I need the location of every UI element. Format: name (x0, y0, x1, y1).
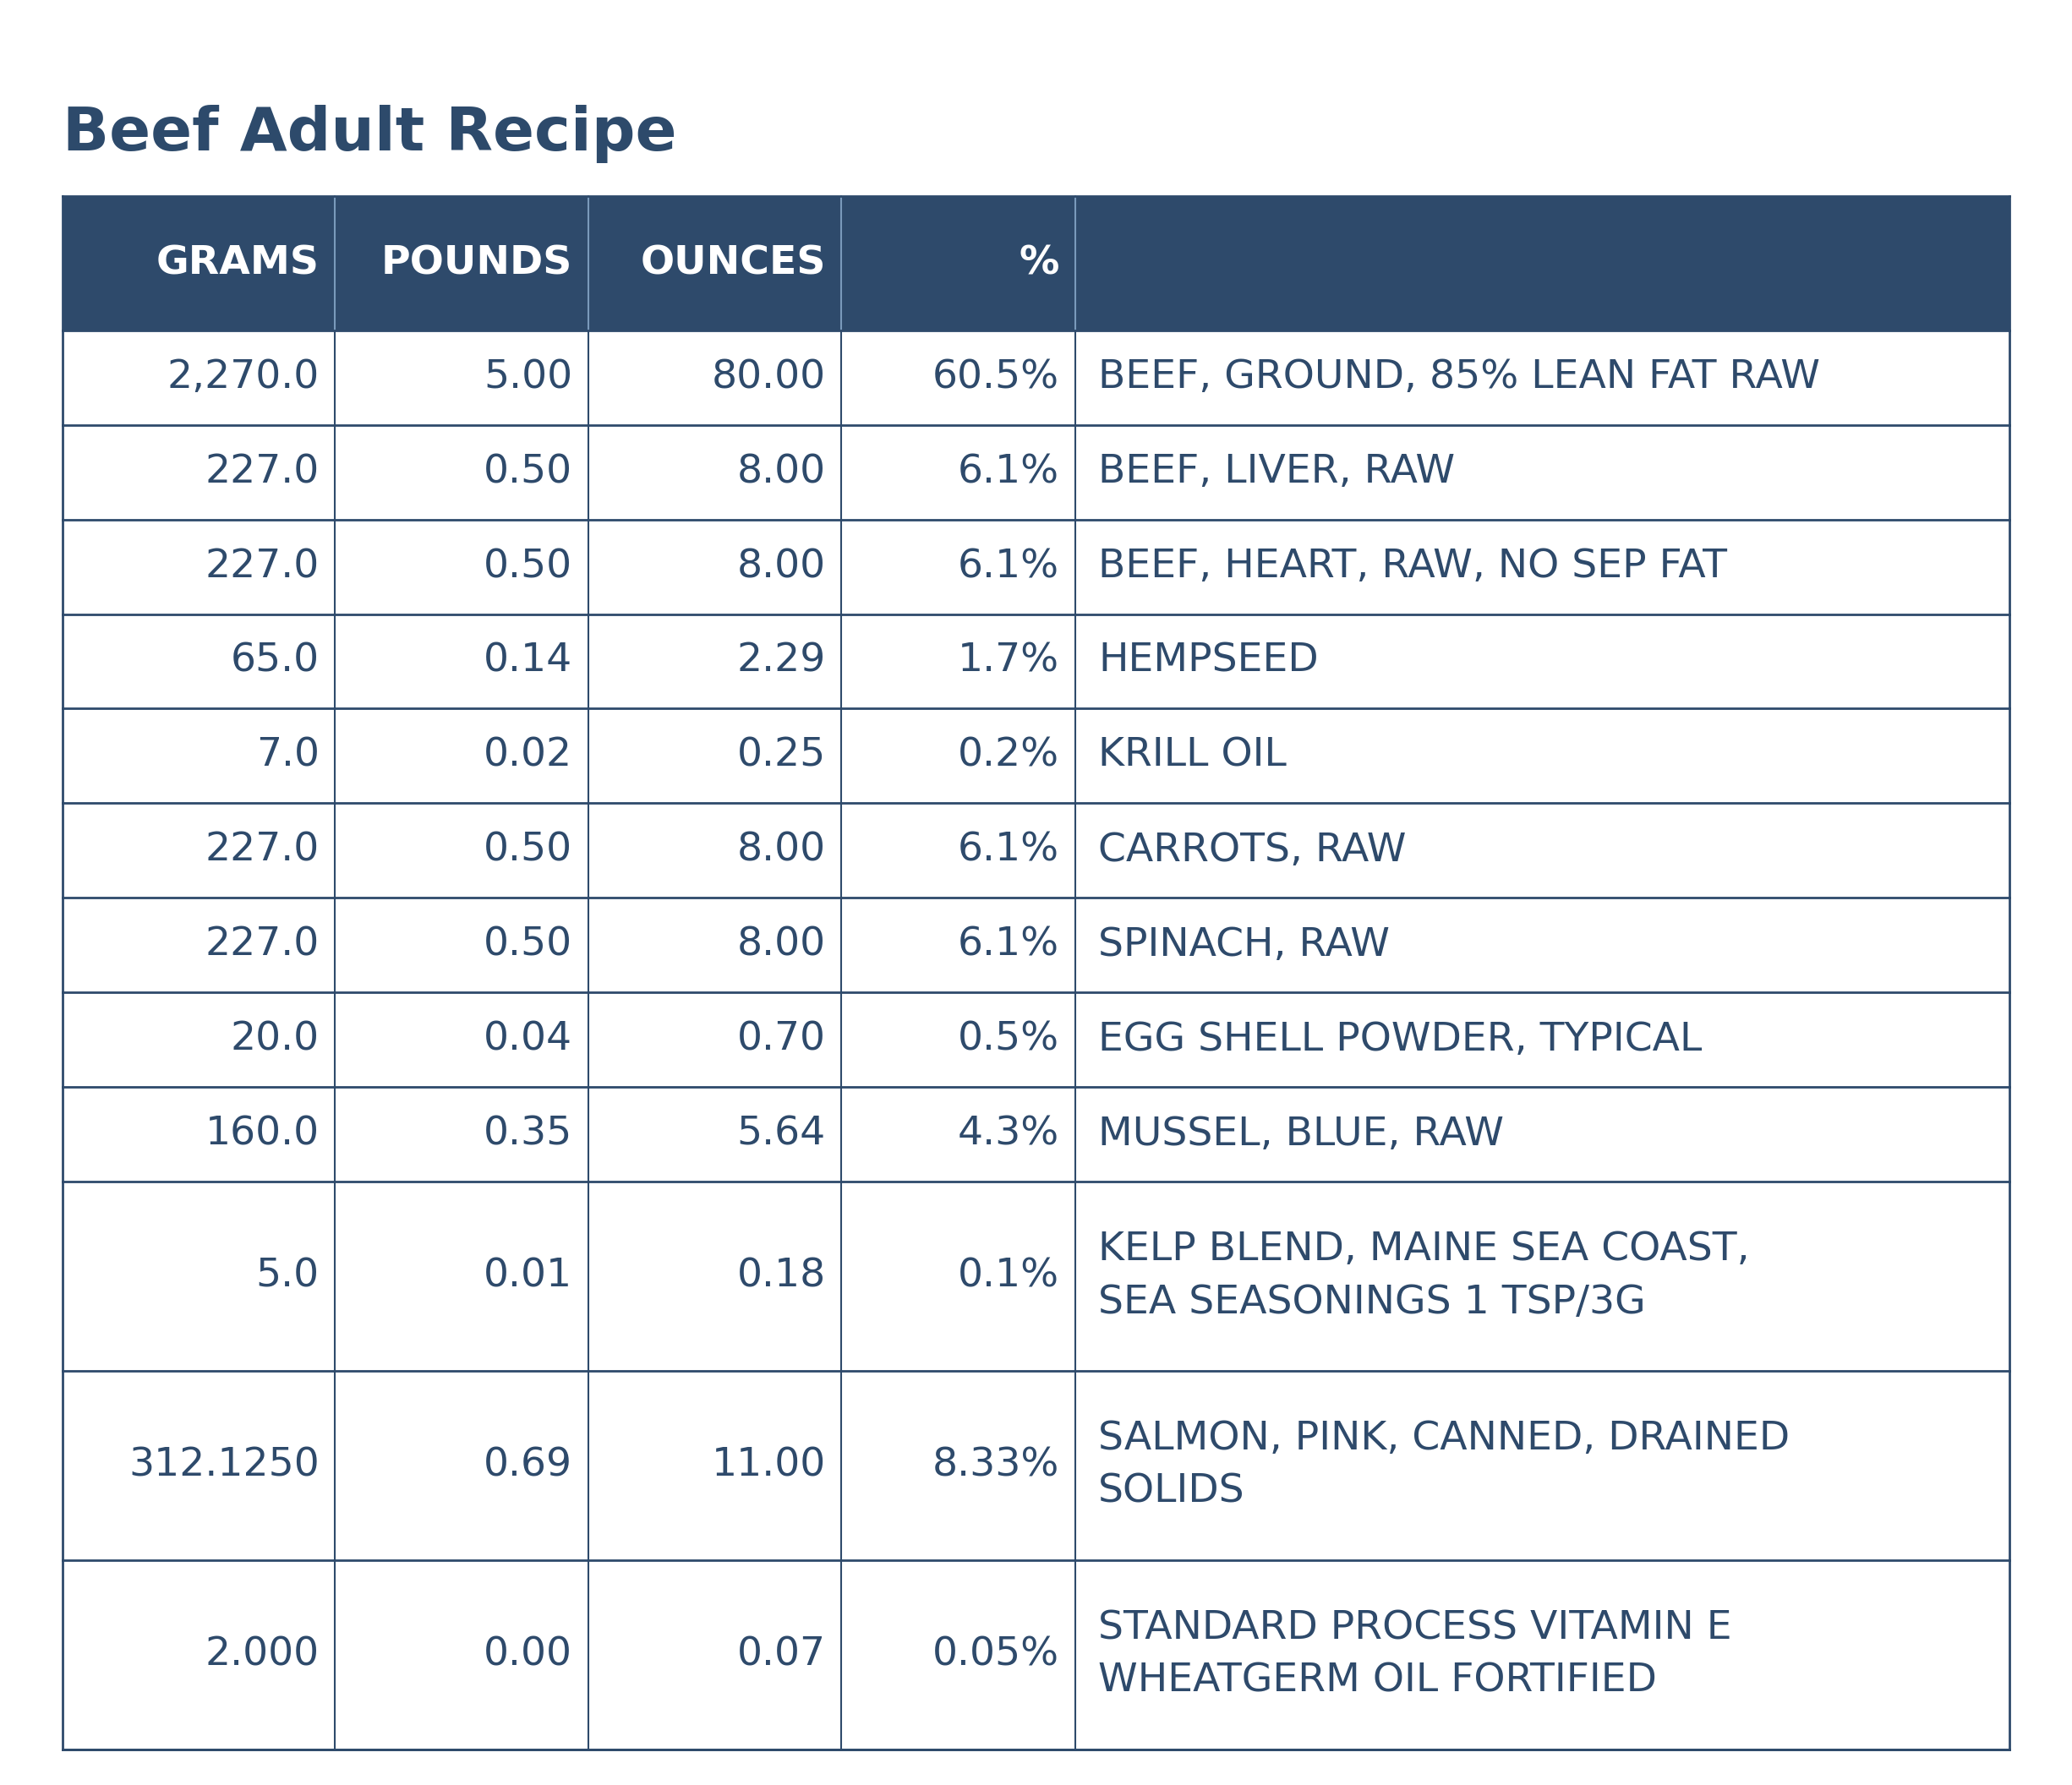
Text: 0.05%: 0.05% (932, 1635, 1059, 1674)
Text: BEEF, LIVER, RAW: BEEF, LIVER, RAW (1098, 453, 1455, 491)
Text: 0.35: 0.35 (483, 1116, 572, 1153)
Text: 6.1%: 6.1% (957, 926, 1059, 964)
Text: 80.00: 80.00 (711, 359, 825, 396)
Text: 227.0: 227.0 (205, 453, 319, 491)
Text: 227.0: 227.0 (205, 832, 319, 869)
Text: 0.50: 0.50 (483, 548, 572, 585)
Text: 6.1%: 6.1% (957, 548, 1059, 585)
Text: 1.7%: 1.7% (957, 643, 1059, 680)
Text: 0.07: 0.07 (738, 1635, 825, 1674)
Text: 0.50: 0.50 (483, 926, 572, 964)
Text: 0.25: 0.25 (738, 737, 825, 775)
Bar (62, 709, 2010, 803)
Text: 0.18: 0.18 (738, 1257, 825, 1296)
Text: 65.0: 65.0 (230, 643, 319, 680)
Bar (62, 1182, 2010, 1371)
Text: 0.70: 0.70 (738, 1021, 825, 1059)
Text: 0.50: 0.50 (483, 453, 572, 491)
Text: 0.14: 0.14 (483, 643, 572, 680)
Bar (62, 1087, 2010, 1182)
Text: 0.04: 0.04 (483, 1021, 572, 1059)
Text: SPINACH, RAW: SPINACH, RAW (1098, 926, 1390, 964)
Text: Beef Adult Recipe: Beef Adult Recipe (62, 105, 675, 162)
Text: 2.29: 2.29 (736, 643, 825, 680)
Text: 8.00: 8.00 (738, 453, 825, 491)
Text: 0.01: 0.01 (483, 1257, 572, 1296)
Bar (62, 803, 2010, 898)
Text: 6.1%: 6.1% (957, 453, 1059, 491)
Text: 0.02: 0.02 (483, 737, 572, 775)
Text: MUSSEL, BLUE, RAW: MUSSEL, BLUE, RAW (1098, 1116, 1504, 1153)
Text: 2.000: 2.000 (205, 1635, 319, 1674)
Text: 8.33%: 8.33% (932, 1446, 1059, 1485)
Text: 8.00: 8.00 (738, 548, 825, 585)
Text: 227.0: 227.0 (205, 926, 319, 964)
Bar (62, 1371, 2010, 1560)
Text: CARROTS, RAW: CARROTS, RAW (1098, 832, 1407, 869)
Text: 5.00: 5.00 (483, 359, 572, 396)
Text: 2,270.0: 2,270.0 (168, 359, 319, 396)
Text: 60.5%: 60.5% (932, 359, 1059, 396)
Text: 5.0: 5.0 (255, 1257, 319, 1296)
Bar (62, 614, 2010, 709)
Text: KRILL OIL: KRILL OIL (1098, 737, 1287, 775)
Text: 20.0: 20.0 (230, 1021, 319, 1059)
Text: 0.00: 0.00 (483, 1635, 572, 1674)
Text: HEMPSEED: HEMPSEED (1098, 643, 1318, 680)
Text: 160.0: 160.0 (205, 1116, 319, 1153)
Text: 11.00: 11.00 (711, 1446, 825, 1485)
Bar (62, 519, 2010, 614)
Bar (62, 992, 2010, 1087)
Bar (62, 196, 2010, 330)
Text: OUNCES: OUNCES (640, 245, 825, 282)
Text: 7.0: 7.0 (255, 737, 319, 775)
Text: BEEF, GROUND, 85% LEAN FAT RAW: BEEF, GROUND, 85% LEAN FAT RAW (1098, 359, 1821, 396)
Text: 6.1%: 6.1% (957, 832, 1059, 869)
Text: 0.1%: 0.1% (957, 1257, 1059, 1296)
Text: BEEF, HEART, RAW, NO SEP FAT: BEEF, HEART, RAW, NO SEP FAT (1098, 548, 1728, 585)
Text: KELP BLEND, MAINE SEA COAST,
SEA SEASONINGS 1 TSP/3G: KELP BLEND, MAINE SEA COAST, SEA SEASONI… (1098, 1232, 1749, 1321)
Text: POUNDS: POUNDS (381, 245, 572, 282)
Text: 0.69: 0.69 (483, 1446, 572, 1485)
Text: GRAMS: GRAMS (155, 245, 319, 282)
Text: 4.3%: 4.3% (957, 1116, 1059, 1153)
Text: STANDARD PROCESS VITAMIN E
WHEATGERM OIL FORTIFIED: STANDARD PROCESS VITAMIN E WHEATGERM OIL… (1098, 1610, 1732, 1699)
Bar (62, 330, 2010, 425)
Bar (62, 898, 2010, 992)
Text: 227.0: 227.0 (205, 548, 319, 585)
Bar (62, 425, 2010, 519)
Text: SALMON, PINK, CANNED, DRAINED
SOLIDS: SALMON, PINK, CANNED, DRAINED SOLIDS (1098, 1421, 1790, 1510)
Text: 8.00: 8.00 (738, 832, 825, 869)
Text: 0.5%: 0.5% (957, 1021, 1059, 1059)
Bar (62, 1560, 2010, 1749)
Text: 5.64: 5.64 (738, 1116, 825, 1153)
Text: 0.2%: 0.2% (957, 737, 1059, 775)
Text: 0.50: 0.50 (483, 832, 572, 869)
Text: 8.00: 8.00 (738, 926, 825, 964)
Text: 312.1250: 312.1250 (128, 1446, 319, 1485)
Text: %: % (1019, 245, 1059, 282)
Text: EGG SHELL POWDER, TYPICAL: EGG SHELL POWDER, TYPICAL (1098, 1021, 1703, 1059)
